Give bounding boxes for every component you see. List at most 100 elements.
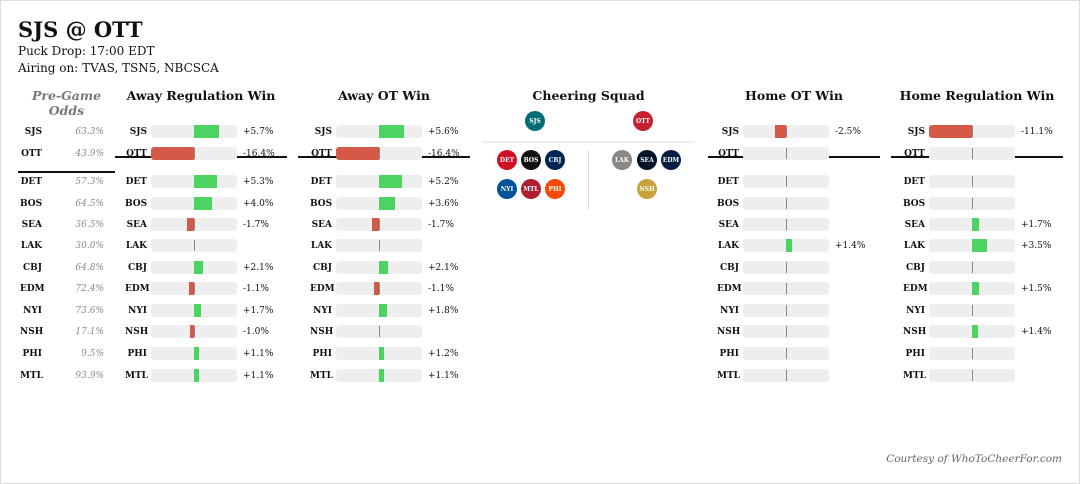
win-prob-bar-track bbox=[929, 369, 1015, 382]
team-label: CBJ bbox=[719, 263, 739, 273]
panel-title: Home OT Win bbox=[745, 88, 843, 103]
win-prob-bar-track bbox=[336, 304, 422, 317]
center-line bbox=[786, 176, 787, 187]
positive-change-bar bbox=[194, 197, 212, 210]
center-line bbox=[379, 148, 380, 159]
odds-team-label: CBJ bbox=[22, 263, 42, 273]
puck-drop: Puck Drop: 17:00 EDT bbox=[18, 44, 155, 58]
odds-value: 64.5% bbox=[75, 199, 104, 209]
change-value: +1.8% bbox=[428, 306, 459, 316]
win-prob-bar-track bbox=[151, 125, 237, 138]
change-value: +1.1% bbox=[243, 371, 274, 381]
team-label: MTL bbox=[903, 371, 926, 381]
team-label: NYI bbox=[313, 306, 332, 316]
positive-change-bar bbox=[786, 239, 793, 252]
team-label: SJS bbox=[314, 127, 332, 137]
center-line bbox=[379, 283, 380, 294]
win-prob-bar-track bbox=[743, 282, 829, 295]
cbj-logo-icon: CBJ bbox=[545, 150, 565, 170]
team-label: NYI bbox=[906, 306, 925, 316]
change-value: -1.0% bbox=[243, 327, 269, 337]
nyi-logo-icon: NYI bbox=[497, 179, 517, 199]
odds-team-label: NYI bbox=[23, 306, 42, 316]
team-label: MTL bbox=[125, 371, 148, 381]
team-label: LAK bbox=[903, 241, 925, 251]
change-value: +2.1% bbox=[428, 263, 459, 273]
change-value: +5.2% bbox=[428, 177, 459, 187]
odds-team-label: SJS bbox=[24, 127, 42, 137]
center-line bbox=[194, 148, 195, 159]
positive-change-bar bbox=[379, 197, 395, 210]
mtl-logo-icon: MTL bbox=[521, 179, 541, 199]
team-label: SEA bbox=[126, 220, 147, 230]
pre-game-odds-title: Pre-Game Odds bbox=[31, 88, 102, 118]
panel-title: Away OT Win bbox=[338, 88, 430, 103]
win-prob-bar-track bbox=[336, 218, 422, 231]
center-line bbox=[379, 240, 380, 251]
team-label: NSH bbox=[310, 327, 334, 337]
team-label: PHI bbox=[719, 349, 739, 359]
win-prob-bar-track bbox=[929, 347, 1015, 360]
win-prob-bar-track bbox=[743, 218, 829, 231]
positive-change-bar bbox=[379, 261, 389, 274]
cheering-divider bbox=[482, 141, 695, 143]
win-prob-bar-track bbox=[743, 239, 829, 252]
team-label: NSH bbox=[125, 327, 149, 337]
det-logo-icon: DET bbox=[497, 150, 517, 170]
odds-team-label: SEA bbox=[21, 220, 42, 230]
positive-change-bar bbox=[194, 347, 199, 360]
win-prob-bar-track bbox=[151, 147, 237, 160]
team-label: EDM bbox=[125, 284, 150, 294]
positive-change-bar bbox=[379, 125, 404, 138]
win-prob-bar-track bbox=[929, 239, 1015, 252]
team-label: CBJ bbox=[905, 263, 925, 273]
team-label: OTT bbox=[718, 149, 739, 159]
sea-logo-icon: SEA bbox=[637, 150, 657, 170]
team-label: OTT bbox=[904, 149, 925, 159]
center-line bbox=[786, 262, 787, 273]
win-prob-bar-track bbox=[336, 325, 422, 338]
lak-logo-icon: LAK bbox=[612, 150, 632, 170]
win-prob-bar-track bbox=[336, 369, 422, 382]
team-label: NYI bbox=[128, 306, 147, 316]
center-line bbox=[786, 126, 787, 137]
airing-on: Airing on: TVAS, TSN5, NBCSCA bbox=[18, 61, 219, 75]
change-value: +2.1% bbox=[243, 263, 274, 273]
change-value: -1.1% bbox=[428, 284, 454, 294]
positive-change-bar bbox=[972, 282, 979, 295]
odds-value: 63.3% bbox=[75, 127, 104, 137]
change-value: +3.6% bbox=[428, 199, 459, 209]
team-label: EDM bbox=[903, 284, 928, 294]
win-prob-bar-track bbox=[151, 325, 237, 338]
page-title: SJS @ OTT bbox=[18, 17, 143, 42]
change-value: -1.7% bbox=[428, 220, 454, 230]
team-label: DET bbox=[310, 177, 332, 187]
positive-change-bar bbox=[972, 325, 979, 338]
team-label: OTT bbox=[311, 149, 332, 159]
negative-change-bar bbox=[186, 218, 194, 231]
change-value: -2.5% bbox=[835, 127, 861, 137]
change-value: +1.4% bbox=[1021, 327, 1052, 337]
center-line bbox=[786, 283, 787, 294]
team-label: SEA bbox=[904, 220, 925, 230]
team-label: LAK bbox=[310, 241, 332, 251]
team-label: PHI bbox=[127, 349, 147, 359]
win-prob-bar-track bbox=[151, 304, 237, 317]
change-value: +5.6% bbox=[428, 127, 459, 137]
center-line bbox=[972, 305, 973, 316]
win-prob-bar-track bbox=[336, 197, 422, 210]
win-prob-bar-track bbox=[151, 239, 237, 252]
win-prob-bar-track bbox=[929, 304, 1015, 317]
cheering-squad-title: Cheering Squad bbox=[532, 88, 645, 103]
panel-title: Home Regulation Win bbox=[899, 88, 1055, 103]
team-label: SEA bbox=[718, 220, 739, 230]
change-value: -1.1% bbox=[243, 284, 269, 294]
win-prob-bar-track bbox=[929, 325, 1015, 338]
positive-change-bar bbox=[379, 369, 384, 382]
win-prob-bar-track bbox=[151, 197, 237, 210]
change-value: +4.0% bbox=[243, 199, 274, 209]
change-value: +1.4% bbox=[835, 241, 866, 251]
win-prob-bar-track bbox=[151, 175, 237, 188]
win-prob-bar-track bbox=[336, 282, 422, 295]
team-label: SJS bbox=[907, 127, 925, 137]
